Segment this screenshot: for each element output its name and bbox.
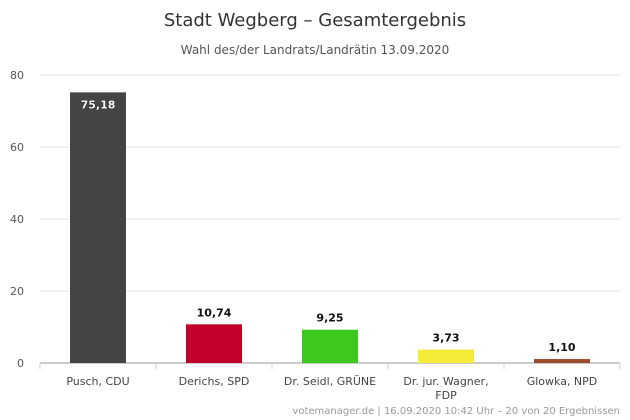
y-tick-label-0: 0	[17, 357, 24, 370]
y-tick-label-1: 20	[10, 285, 24, 298]
bar-1[interactable]	[186, 324, 242, 363]
label-layer: 75,18 Pusch, CDU 10,74 Derichs, SPD 9,25 Dr. …	[66, 98, 597, 402]
axis-layer: 0 20 40 60 80	[10, 69, 621, 370]
category-label-line: Glowka, NPD	[527, 375, 598, 388]
y-tick-label-2: 40	[10, 213, 24, 226]
bar-4[interactable]	[534, 359, 590, 363]
bar-layer	[70, 92, 590, 364]
data-label-1: 10,74	[197, 306, 232, 319]
data-label-4: 1,10	[548, 341, 575, 354]
data-label-0: 75,18	[81, 98, 116, 111]
chart-credit: votemanager.de | 16.09.2020 10:42 Uhr – …	[292, 406, 620, 417]
category-label-line: Dr. jur. Wagner,	[403, 375, 488, 388]
category-label-line: Pusch, CDU	[66, 375, 129, 388]
chart-subtitle: Wahl des/der Landrats/Landrätin 13.09.20…	[181, 43, 450, 57]
category-label-2: Dr. Seidl, GRÜNE	[284, 375, 376, 388]
bar-3[interactable]	[418, 349, 474, 363]
category-label-0: Pusch, CDU	[66, 375, 129, 388]
data-label-2: 9,25	[316, 312, 343, 325]
y-tick-label-3: 60	[10, 141, 24, 154]
y-tick-label-4: 80	[10, 69, 24, 82]
bar-2[interactable]	[302, 329, 358, 363]
category-label-4: Glowka, NPD	[527, 375, 598, 388]
bar-0[interactable]	[70, 92, 126, 364]
category-label-line: FDP	[435, 389, 457, 402]
grid-layer	[40, 74, 620, 364]
chart-title: Stadt Wegberg – Gesamtergebnis	[164, 10, 466, 31]
category-label-line: Derichs, SPD	[179, 375, 250, 388]
data-label-3: 3,73	[432, 332, 459, 345]
category-label-1: Derichs, SPD	[179, 375, 250, 388]
category-label-3: Dr. jur. Wagner, FDP	[403, 375, 488, 402]
category-label-line: Dr. Seidl, GRÜNE	[284, 375, 376, 388]
